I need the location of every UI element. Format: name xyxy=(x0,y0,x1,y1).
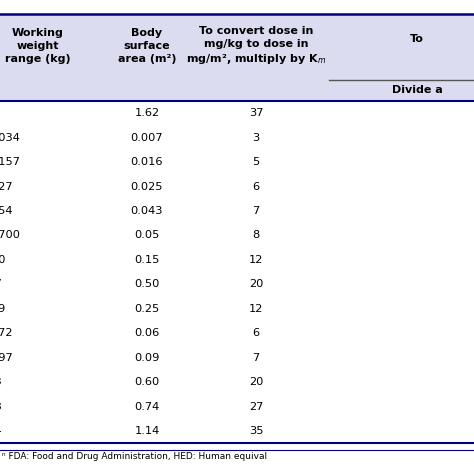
Text: 5-17: 5-17 xyxy=(0,279,2,289)
Text: 27: 27 xyxy=(249,401,263,411)
Text: 0.25: 0.25 xyxy=(134,304,160,314)
Text: 20: 20 xyxy=(249,279,263,289)
Text: To: To xyxy=(410,34,424,44)
Text: 0.043: 0.043 xyxy=(131,206,163,216)
Text: 6: 6 xyxy=(252,182,260,191)
Text: Divide a: Divide a xyxy=(392,84,443,95)
Text: 12: 12 xyxy=(249,255,263,265)
Text: 9-0.97: 9-0.97 xyxy=(0,353,13,363)
Text: ⁿ FDA: Food and Drug Administration, HED: Human equival: ⁿ FDA: Food and Drug Administration, HED… xyxy=(2,452,267,461)
Text: 0.15: 0.15 xyxy=(134,255,160,265)
Text: 7-0.157: 7-0.157 xyxy=(0,157,20,167)
Text: 7-23: 7-23 xyxy=(0,377,2,387)
Text: 1.14: 1.14 xyxy=(134,426,160,436)
Text: 0.05: 0.05 xyxy=(134,230,160,240)
Text: 6-0.54: 6-0.54 xyxy=(0,206,13,216)
Text: 12: 12 xyxy=(249,304,263,314)
Text: 4-0.72: 4-0.72 xyxy=(0,328,13,338)
Text: 1.62: 1.62 xyxy=(134,108,160,118)
Text: 5-64: 5-64 xyxy=(0,426,2,436)
Text: 1-0.034: 1-0.034 xyxy=(0,133,20,143)
Text: 8-0.700: 8-0.700 xyxy=(0,230,20,240)
Text: 0-33: 0-33 xyxy=(0,401,2,411)
Text: 0.50: 0.50 xyxy=(134,279,160,289)
Text: 0.06: 0.06 xyxy=(134,328,160,338)
Text: 5: 5 xyxy=(252,157,260,167)
Text: 6: 6 xyxy=(252,328,260,338)
Text: 0.09: 0.09 xyxy=(134,353,160,363)
Text: 7: 7 xyxy=(252,206,260,216)
Text: 0.007: 0.007 xyxy=(131,133,163,143)
Text: 7: 7 xyxy=(252,353,260,363)
Text: 35: 35 xyxy=(249,426,263,436)
Text: 8: 8 xyxy=(252,230,260,240)
Text: To convert dose in
mg/kg to dose in
mg/m², multiply by K$_m$: To convert dose in mg/kg to dose in mg/m… xyxy=(186,26,326,66)
Text: 4-4.9: 4-4.9 xyxy=(0,304,6,314)
Text: 0.74: 0.74 xyxy=(134,401,160,411)
Text: 37: 37 xyxy=(249,108,263,118)
Text: 0.025: 0.025 xyxy=(131,182,163,191)
Text: 8-0.27: 8-0.27 xyxy=(0,182,13,191)
Text: 20: 20 xyxy=(249,377,263,387)
Text: 0.60: 0.60 xyxy=(134,377,160,387)
Bar xyxy=(0,78,474,101)
Text: 0.016: 0.016 xyxy=(131,157,163,167)
Text: Working
weight
range (kg): Working weight range (kg) xyxy=(5,28,71,64)
Bar xyxy=(0,14,474,78)
Text: 0-3.0: 0-3.0 xyxy=(0,255,6,265)
Text: Body
surface
area (m²): Body surface area (m²) xyxy=(118,28,176,64)
Text: 3: 3 xyxy=(252,133,260,143)
